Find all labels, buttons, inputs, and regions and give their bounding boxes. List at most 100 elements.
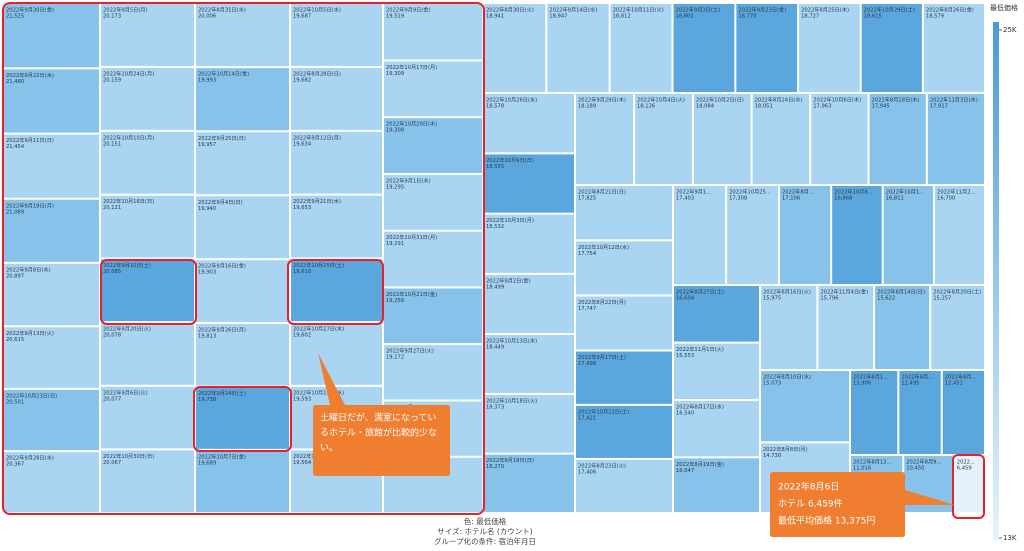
cell-label: 2022年8月20日(土) bbox=[933, 288, 981, 296]
cell-value: 16,811 bbox=[886, 196, 904, 202]
cell-value: 18,449 bbox=[486, 344, 504, 350]
treemap-cell bbox=[673, 285, 760, 343]
treemap-cell bbox=[483, 93, 575, 154]
treemap-cell bbox=[3, 262, 100, 327]
cell-value: 20,501 bbox=[6, 399, 24, 405]
treemap-cell bbox=[575, 240, 673, 296]
treemap-cell bbox=[673, 185, 727, 285]
treemap-cell bbox=[195, 449, 290, 513]
treemap-cell bbox=[634, 93, 693, 185]
treemap-cell bbox=[3, 388, 100, 452]
cell-value: 20,151 bbox=[103, 141, 121, 147]
cell-label: 2022年9月12日(月) bbox=[293, 133, 341, 141]
cell-label: 2022年9月9日(金) bbox=[386, 6, 431, 14]
cell-label: 2022年8月... bbox=[901, 373, 933, 381]
treemap-cell bbox=[290, 3, 383, 67]
cell-value: 20,159 bbox=[103, 77, 121, 83]
cell-value: 12,495 bbox=[901, 381, 919, 387]
cell-label: 2022年10月18日(火) bbox=[486, 396, 537, 404]
cell-label: 2022年10月20日(木) bbox=[386, 120, 437, 128]
cell-label: 2022年8月1... bbox=[853, 373, 888, 381]
cell-value: 18,941 bbox=[486, 14, 504, 20]
cell-label: 2022年9月4日(日) bbox=[198, 198, 243, 206]
treemap-cell bbox=[575, 458, 673, 513]
callout-line: 2022年8月6日 bbox=[778, 481, 839, 493]
cell-value: 15,975 bbox=[763, 296, 781, 302]
cell-value: 19,687 bbox=[293, 14, 311, 20]
treemap-cell bbox=[100, 66, 195, 131]
cell-value: 12,452 bbox=[945, 381, 963, 387]
treemap-cell bbox=[483, 273, 575, 334]
cell-label: 2022年9月14日(水) bbox=[549, 6, 597, 14]
cell-label: 2022年9月22日(木) bbox=[6, 71, 54, 79]
cell-value: 15,257 bbox=[933, 296, 951, 302]
cell-value: 17,421 bbox=[578, 415, 596, 421]
callout-line: い。 bbox=[320, 444, 338, 454]
treemap-cell bbox=[798, 3, 861, 93]
treemap-cell bbox=[575, 93, 635, 185]
cell-value: 18,499 bbox=[486, 284, 504, 290]
cell-value: 18,555 bbox=[486, 164, 504, 170]
callout-shape bbox=[313, 353, 450, 476]
cell-value: 19,634 bbox=[293, 141, 312, 147]
cell-label: 2022年10月9日(日) bbox=[486, 156, 534, 164]
treemap-cell bbox=[195, 67, 290, 132]
treemap-cell bbox=[290, 66, 383, 131]
cell-value: 13,906 bbox=[853, 381, 871, 387]
cell-label: 2022年9月17日(土) bbox=[578, 353, 626, 361]
cell-value: 15,796 bbox=[820, 296, 838, 302]
cell-label: 2022年10月2日(日) bbox=[696, 96, 744, 104]
cell-value: 18,770 bbox=[738, 14, 756, 20]
treemap-cell bbox=[290, 322, 383, 386]
cell-value: 19,519 bbox=[386, 14, 404, 20]
footer-text: 色: 最低価格 bbox=[464, 516, 507, 526]
treemap-cell bbox=[483, 3, 547, 93]
cell-value: 20,173 bbox=[103, 14, 121, 20]
cell-label: 2022年9月1日(木) bbox=[386, 176, 431, 184]
treemap-cell bbox=[483, 153, 575, 214]
cell-value: 20,367 bbox=[6, 462, 24, 468]
treemap-cell bbox=[850, 370, 899, 455]
cell-value: 6,459 bbox=[957, 466, 972, 472]
cell-label: 2022年10月27日(木) bbox=[293, 325, 344, 333]
cell-label: 2022年10月17日(月) bbox=[386, 63, 437, 71]
treemap-cell bbox=[575, 295, 673, 351]
cell-value: 19,653 bbox=[293, 205, 311, 211]
cell-label: 2022年8月22日(月) bbox=[578, 298, 626, 306]
cell-label: 2022年8月26日(金) bbox=[926, 6, 974, 14]
treemap-cell bbox=[3, 133, 100, 199]
cell-value: 20,067 bbox=[103, 460, 121, 466]
treemap-cell bbox=[195, 259, 290, 324]
cell-value: 16,540 bbox=[676, 410, 694, 416]
color-bar bbox=[993, 22, 999, 540]
cell-label: 2022年9月21日(水) bbox=[293, 197, 341, 205]
treemap-cell bbox=[609, 3, 673, 93]
cell-label: 2022年9月18日(日) bbox=[486, 456, 534, 464]
treemap-cell bbox=[941, 370, 985, 455]
treemap-cell bbox=[673, 399, 760, 458]
cell-label: 2022年8月25日(木) bbox=[801, 6, 849, 14]
treemap-cell bbox=[930, 285, 985, 370]
cell-label: 2022年10月24日(月) bbox=[103, 69, 154, 77]
cell-label: 2022年10月1... bbox=[886, 188, 925, 196]
treemap-cell bbox=[760, 285, 818, 370]
cell-value: 19,957 bbox=[198, 142, 216, 148]
treemap-cell bbox=[483, 453, 575, 514]
cell-value: 19,738 bbox=[198, 397, 216, 403]
treemap-cell bbox=[3, 198, 100, 263]
cell-label: 2022年9月1... bbox=[676, 188, 711, 196]
cell-value: 16,868 bbox=[834, 196, 852, 202]
treemap-cell bbox=[874, 285, 931, 370]
cell-label: 2022年9月24日(土) bbox=[198, 389, 246, 397]
cell-value: 17,406 bbox=[578, 469, 596, 475]
cell-value: 11,016 bbox=[853, 466, 871, 472]
treemap-cell bbox=[100, 449, 195, 513]
cell-label: 2022年10月15日(土) bbox=[293, 261, 344, 269]
callout-line: るホテル・旅館が比較的少な bbox=[320, 427, 437, 439]
cell-label: 2022年8月27日(土) bbox=[676, 288, 724, 296]
cell-label: 2022年9月6日(火) bbox=[103, 388, 148, 396]
treemap-cell bbox=[383, 230, 483, 288]
